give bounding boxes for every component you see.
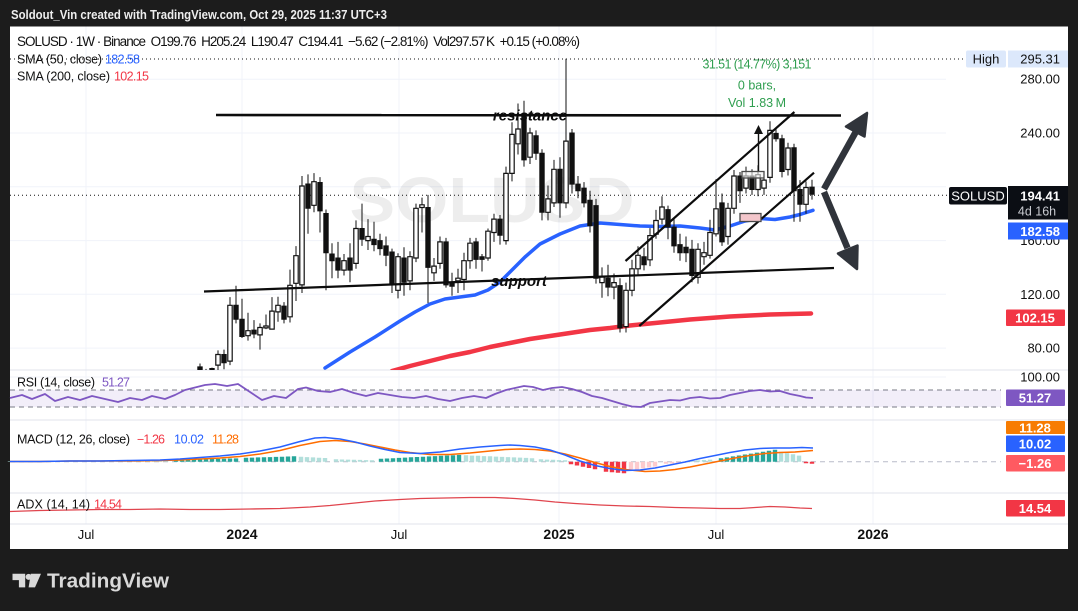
svg-text:14.54: 14.54 xyxy=(1019,501,1052,516)
svg-text:182.58: 182.58 xyxy=(1020,224,1060,239)
svg-text:194.41: 194.41 xyxy=(1020,189,1060,204)
svg-text:−1.26: −1.26 xyxy=(137,433,165,447)
svg-text:ADX (14, 14): ADX (14, 14) xyxy=(17,498,90,512)
svg-text:11.28: 11.28 xyxy=(1019,421,1051,436)
svg-text:120.00: 120.00 xyxy=(1020,287,1060,302)
svg-text:11.28: 11.28 xyxy=(212,433,239,447)
svg-text:SMA (50, close): SMA (50, close) xyxy=(17,53,102,67)
svg-text:SOLUSD · 1W · Binance O199.76: SOLUSD · 1W · Binance O199.76 H205.24 L1… xyxy=(17,34,580,49)
svg-text:4d 16h: 4d 16h xyxy=(1018,205,1056,219)
svg-text:Jul: Jul xyxy=(708,527,725,542)
svg-text:resistance: resistance xyxy=(493,108,567,125)
svg-text:Jul: Jul xyxy=(391,527,408,542)
svg-text:240.00: 240.00 xyxy=(1020,126,1060,141)
svg-text:14.54: 14.54 xyxy=(94,498,122,512)
svg-text:2025: 2025 xyxy=(543,526,574,542)
svg-text:TradingView: TradingView xyxy=(47,571,169,593)
svg-text:SOLUSD: SOLUSD xyxy=(951,189,1004,204)
svg-text:MACD (12, 26, close): MACD (12, 26, close) xyxy=(17,433,130,447)
svg-text:51.27: 51.27 xyxy=(102,376,130,390)
svg-text:280.00: 280.00 xyxy=(1020,72,1060,87)
svg-text:10.02: 10.02 xyxy=(1019,437,1052,452)
svg-text:SMA (200, close): SMA (200, close) xyxy=(17,70,110,84)
svg-text:0 bars,: 0 bars, xyxy=(738,79,776,93)
svg-text:295.31: 295.31 xyxy=(1020,52,1060,67)
svg-text:80.00: 80.00 xyxy=(1027,341,1060,356)
svg-text:2024: 2024 xyxy=(226,526,257,542)
svg-text:182.58: 182.58 xyxy=(105,53,140,67)
svg-text:support: support xyxy=(491,273,548,290)
svg-text:−1.26: −1.26 xyxy=(1019,456,1052,471)
svg-text:102.15: 102.15 xyxy=(1015,311,1055,326)
svg-text:2026: 2026 xyxy=(857,526,888,542)
svg-text:Vol 1.83 M: Vol 1.83 M xyxy=(728,96,786,110)
svg-text:RSI (14, close): RSI (14, close) xyxy=(17,376,95,390)
svg-text:Jul: Jul xyxy=(78,527,95,542)
svg-text:10.02: 10.02 xyxy=(174,433,204,447)
svg-text:Soldout_Vin created with Tradi: Soldout_Vin created with TradingView.com… xyxy=(11,7,387,22)
svg-text:102.15: 102.15 xyxy=(114,70,149,84)
svg-text:31.51 (14.77%) 3,151: 31.51 (14.77%) 3,151 xyxy=(703,58,812,72)
svg-text:High: High xyxy=(973,52,1000,67)
svg-text:51.27: 51.27 xyxy=(1019,391,1052,406)
svg-text:100.00: 100.00 xyxy=(1020,370,1060,385)
